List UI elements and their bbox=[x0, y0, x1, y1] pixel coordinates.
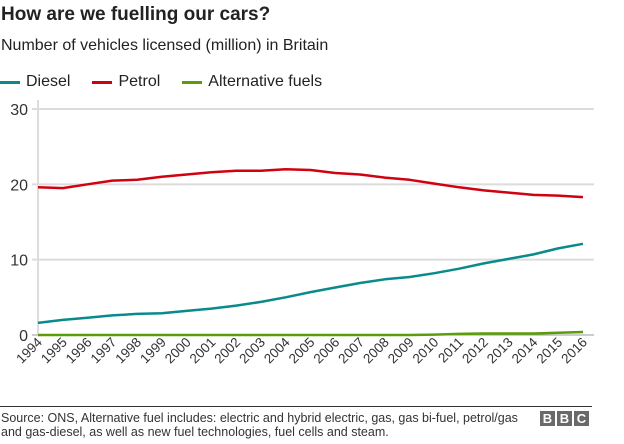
x-tick-label: 2013 bbox=[484, 335, 516, 367]
x-tick-label: 2001 bbox=[187, 335, 219, 367]
x-tick-label: 1999 bbox=[137, 335, 169, 367]
x-tick-label: 2003 bbox=[236, 335, 268, 367]
legend: Diesel Petrol Alternative fuels bbox=[0, 73, 344, 91]
x-tick-label: 1998 bbox=[112, 335, 144, 367]
legend-swatch bbox=[92, 80, 113, 84]
y-tick-label: 0 bbox=[19, 328, 28, 345]
chart-title: How are we fuelling our cars? bbox=[1, 4, 271, 25]
bbc-logo-block: B bbox=[557, 411, 572, 426]
x-tick-label: 2006 bbox=[311, 335, 343, 367]
legend-item: Petrol bbox=[92, 73, 160, 91]
x-tick-label: 1994 bbox=[13, 334, 45, 366]
legend-label: Petrol bbox=[118, 73, 161, 90]
bbc-logo-block: C bbox=[574, 411, 589, 426]
series-line-petrol bbox=[37, 168, 584, 199]
y-tick-label: 20 bbox=[10, 177, 28, 194]
x-tick-label: 2002 bbox=[211, 335, 243, 367]
y-tick-label: 30 bbox=[10, 102, 28, 119]
x-tick-label: 2016 bbox=[558, 335, 590, 367]
line-chart: 0102030199419951996199719981999200020012… bbox=[10, 100, 594, 367]
x-tick-label: 2015 bbox=[533, 335, 565, 367]
legend-swatch bbox=[182, 80, 203, 84]
footer-divider bbox=[0, 406, 592, 407]
x-tick-label: 1997 bbox=[88, 335, 120, 367]
x-tick-label: 2004 bbox=[261, 334, 293, 366]
source-note: Source: ONS, Alternative fuel includes: … bbox=[1, 411, 518, 439]
series-line-diesel bbox=[37, 242, 584, 325]
x-tick-label: 2011 bbox=[435, 335, 466, 366]
legend-label: Diesel bbox=[26, 73, 71, 90]
legend-item: Alternative fuels bbox=[182, 73, 322, 91]
x-tick-label: 2008 bbox=[360, 335, 392, 367]
x-tick-label: 2000 bbox=[162, 335, 194, 367]
x-tick-label: 2014 bbox=[509, 334, 541, 366]
x-tick-label: 2009 bbox=[385, 335, 417, 367]
y-tick-label: 10 bbox=[10, 253, 28, 270]
x-tick-label: 2005 bbox=[286, 335, 318, 367]
x-tick-label: 2010 bbox=[410, 335, 442, 367]
legend-item: Diesel bbox=[0, 73, 70, 91]
x-tick-label: 2012 bbox=[459, 335, 491, 367]
chart-subtitle: Number of vehicles licensed (million) in… bbox=[1, 37, 329, 54]
x-tick-label: 2007 bbox=[335, 335, 367, 367]
bbc-logo-block: B bbox=[540, 411, 555, 426]
x-tick-label: 1995 bbox=[38, 335, 70, 367]
series-line-alternative-fuels bbox=[38, 330, 584, 337]
legend-swatch bbox=[0, 80, 20, 84]
legend-label: Alternative fuels bbox=[208, 73, 323, 90]
x-tick-label: 1996 bbox=[63, 335, 95, 367]
